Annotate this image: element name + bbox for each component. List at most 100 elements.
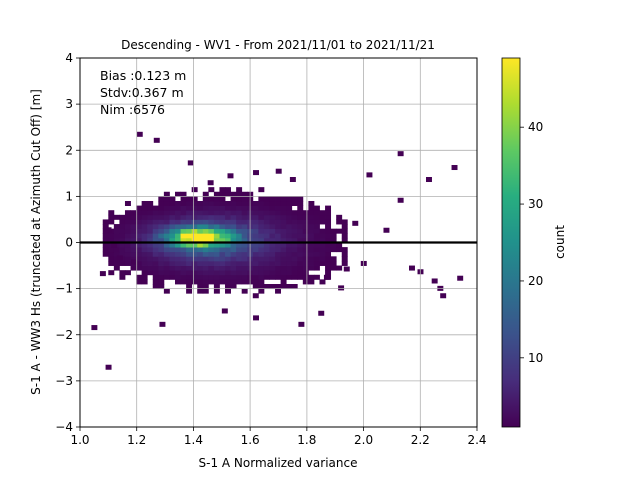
histogram-cell — [225, 256, 231, 262]
histogram-cell — [341, 251, 348, 257]
histogram-cell — [280, 205, 287, 211]
histogram-cell — [302, 242, 309, 248]
histogram-cell — [236, 251, 243, 257]
histogram-cell — [180, 274, 187, 280]
histogram-cell — [269, 233, 276, 239]
histogram-cell — [252, 242, 259, 248]
histogram-cell — [152, 274, 159, 280]
histogram-cell — [325, 251, 332, 257]
histogram-cell — [325, 219, 332, 225]
histogram-cell — [186, 233, 193, 239]
histogram-cell — [124, 233, 131, 239]
histogram-cell — [208, 251, 215, 257]
histogram-cell — [175, 233, 181, 239]
histogram-cell — [241, 237, 248, 243]
histogram-cell — [147, 214, 154, 220]
histogram-cell — [213, 219, 220, 225]
stats-annotation: Bias :0.123 m Stdv:0.367 m Nim :6576 — [100, 68, 186, 117]
histogram-cell — [275, 284, 281, 290]
histogram-cell — [297, 196, 304, 202]
histogram-cell — [258, 200, 265, 206]
histogram-cell — [197, 224, 204, 230]
histogram-cell — [230, 279, 237, 285]
histogram-cell — [202, 237, 209, 243]
histogram-cell — [230, 205, 237, 211]
histogram-cell — [297, 265, 304, 271]
histogram-cell — [302, 256, 309, 262]
outlier-cell — [397, 151, 404, 157]
outlier-cell — [105, 364, 112, 370]
histogram-cell — [269, 256, 276, 262]
histogram-cell — [158, 279, 165, 285]
histogram-cell — [241, 274, 248, 280]
histogram-cell — [158, 205, 165, 211]
y-tick-label: 1 — [65, 189, 73, 203]
histogram-cell — [158, 284, 165, 290]
histogram-cell — [275, 288, 281, 294]
histogram-cell — [308, 200, 315, 206]
outlier-cell — [352, 220, 359, 226]
histogram-cell — [291, 247, 298, 253]
histogram-cell — [302, 210, 309, 216]
histogram-cell — [141, 260, 148, 266]
histogram-cell — [186, 214, 193, 220]
histogram-cell — [163, 242, 170, 248]
histogram-cell — [241, 219, 248, 225]
histogram-cell — [191, 196, 198, 202]
histogram-cell — [180, 251, 187, 257]
histogram-cell — [147, 270, 154, 276]
outlier-cell — [409, 265, 415, 271]
histogram-cell — [330, 242, 337, 248]
histogram-cell — [152, 242, 159, 248]
histogram-cell — [286, 284, 293, 290]
histogram-cell — [208, 214, 215, 220]
histogram-cell — [286, 247, 293, 253]
y-tick-label: −4 — [55, 420, 73, 434]
histogram-cell — [291, 237, 298, 243]
histogram-cell — [286, 210, 293, 216]
histogram-cell — [213, 200, 220, 206]
histogram-cell — [341, 224, 348, 230]
histogram-cell — [313, 260, 320, 266]
histogram-cell — [197, 214, 204, 220]
histogram-cell — [341, 237, 348, 243]
histogram-cell — [113, 260, 120, 266]
histogram-cell — [252, 205, 259, 211]
chart-title: Descending - WV1 - From 2021/11/01 to 20… — [121, 38, 435, 52]
histogram-cell — [241, 288, 248, 294]
x-tick-label: 1.4 — [184, 433, 203, 447]
outlier-cell — [159, 321, 166, 327]
histogram-cell — [124, 260, 131, 266]
histogram-cell — [152, 210, 159, 216]
histogram-cell — [208, 210, 215, 216]
histogram-cell — [269, 205, 276, 211]
histogram-cell — [263, 237, 270, 243]
histogram-cell — [124, 270, 131, 276]
outlier-cell — [221, 308, 228, 314]
histogram-cell — [130, 214, 137, 220]
histogram-cell — [258, 284, 265, 290]
histogram-cell — [286, 233, 293, 239]
histogram-cell — [180, 233, 187, 239]
histogram-cell — [225, 274, 231, 280]
histogram-cell — [230, 228, 237, 234]
histogram-cell — [263, 219, 270, 225]
histogram-cell — [213, 224, 220, 230]
histogram-cell — [219, 256, 226, 262]
histogram-cell — [275, 196, 281, 202]
histogram-cell — [275, 200, 281, 206]
histogram-cell — [297, 228, 304, 234]
histogram-cell — [225, 224, 231, 230]
x-tick-label: 1.6 — [241, 433, 260, 447]
histogram-cell — [341, 256, 348, 262]
histogram-cell — [152, 247, 159, 253]
histogram-cell — [219, 279, 226, 285]
histogram-cell — [219, 228, 226, 234]
histogram-cell — [297, 210, 304, 216]
histogram-cell — [258, 205, 265, 211]
histogram-cell — [236, 247, 243, 253]
histogram-cell — [119, 233, 126, 239]
histogram-cell — [313, 256, 320, 262]
histogram-cell — [275, 242, 281, 248]
histogram-cell — [241, 205, 248, 211]
